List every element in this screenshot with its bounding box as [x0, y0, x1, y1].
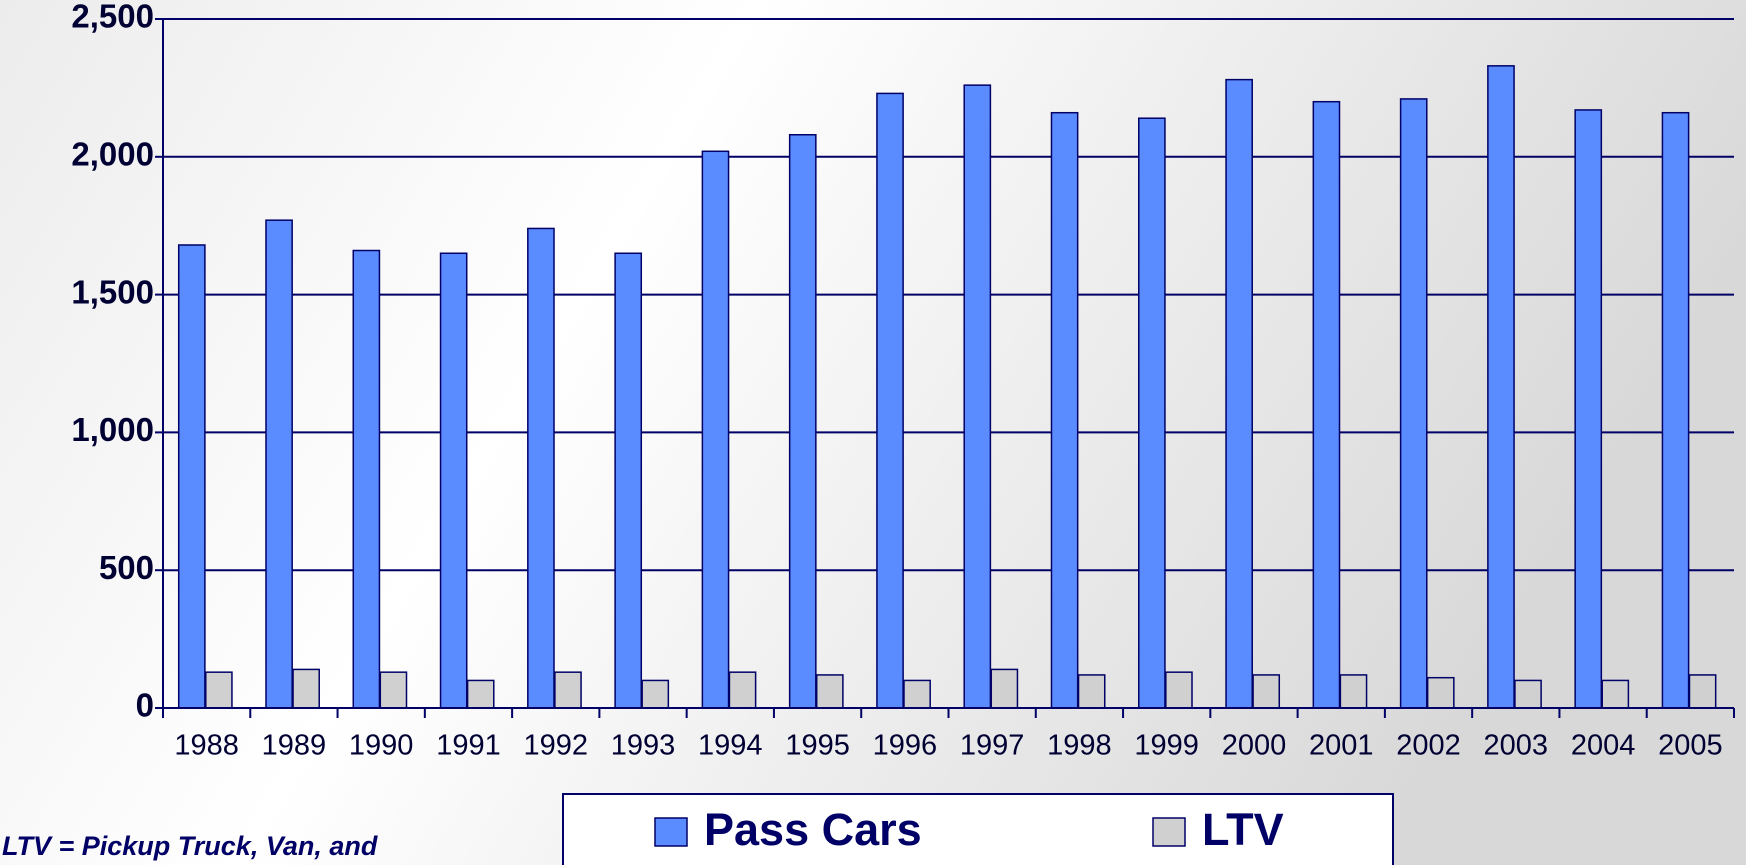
x-tick-label: 1999 [1134, 730, 1199, 762]
bar [379, 671, 408, 709]
bar [815, 674, 844, 709]
bar [903, 679, 931, 709]
x-tick-label: 2003 [1484, 730, 1549, 762]
x-tick-label: 2000 [1222, 730, 1287, 762]
bar [352, 249, 381, 709]
x-tick-label: 1994 [698, 730, 763, 762]
legend-label: Pass Cars [704, 804, 922, 855]
legend-swatch [1152, 817, 1186, 847]
x-tick-label: 1993 [611, 730, 676, 762]
y-tick-label: 0 [136, 687, 154, 724]
x-tick-label: 1992 [523, 730, 588, 762]
bar [788, 134, 817, 709]
bar [876, 92, 904, 709]
x-tick-label: 1990 [349, 730, 414, 762]
bar [1225, 78, 1253, 709]
bar [990, 668, 1019, 709]
legend-swatch [654, 817, 688, 847]
x-tick-label: 1996 [873, 730, 938, 762]
bar [641, 679, 670, 709]
x-tick-label: 1997 [960, 730, 1025, 762]
x-tick-label: 1991 [436, 730, 501, 762]
y-tick-label: 2,500 [71, 0, 154, 35]
bar [1426, 676, 1455, 709]
bar [439, 252, 468, 709]
bar [1312, 100, 1341, 709]
legend-box [562, 793, 1394, 865]
bar [1339, 674, 1368, 709]
bar [1050, 111, 1079, 709]
y-tick-label: 2,000 [71, 136, 154, 173]
bar [1601, 679, 1630, 709]
y-tick-label: 1,500 [71, 273, 154, 310]
bar [614, 252, 643, 709]
bar [554, 671, 582, 709]
bar [292, 668, 320, 709]
bar [1487, 65, 1515, 709]
bar [466, 679, 495, 709]
x-tick-label: 1988 [174, 730, 239, 762]
bar [1514, 679, 1542, 709]
bar [701, 150, 730, 709]
x-tick-label: 1995 [785, 730, 850, 762]
x-tick-label: 2004 [1571, 730, 1636, 762]
y-tick-label: 1,000 [71, 411, 154, 448]
x-tick-label: 1998 [1047, 730, 1112, 762]
legend-label: LTV [1202, 804, 1284, 855]
bar [1252, 674, 1281, 709]
bar [1661, 111, 1690, 709]
bar [1165, 671, 1193, 709]
bar [1688, 674, 1717, 709]
y-tick-label: 500 [99, 549, 154, 586]
bar [963, 84, 992, 709]
bar [527, 227, 555, 709]
x-tick-label: 2005 [1658, 730, 1723, 762]
x-tick-label: 2002 [1396, 730, 1461, 762]
bar [1138, 117, 1166, 709]
footnote: LTV = Pickup Truck, Van, and [2, 831, 378, 861]
bar [1077, 674, 1106, 709]
bar [1399, 98, 1428, 709]
bar [177, 244, 206, 709]
bar [728, 671, 757, 709]
bar [1574, 109, 1603, 709]
x-tick-label: 1989 [262, 730, 327, 762]
bar [265, 219, 293, 709]
x-tick-label: 2001 [1309, 730, 1374, 762]
bar [205, 671, 233, 709]
